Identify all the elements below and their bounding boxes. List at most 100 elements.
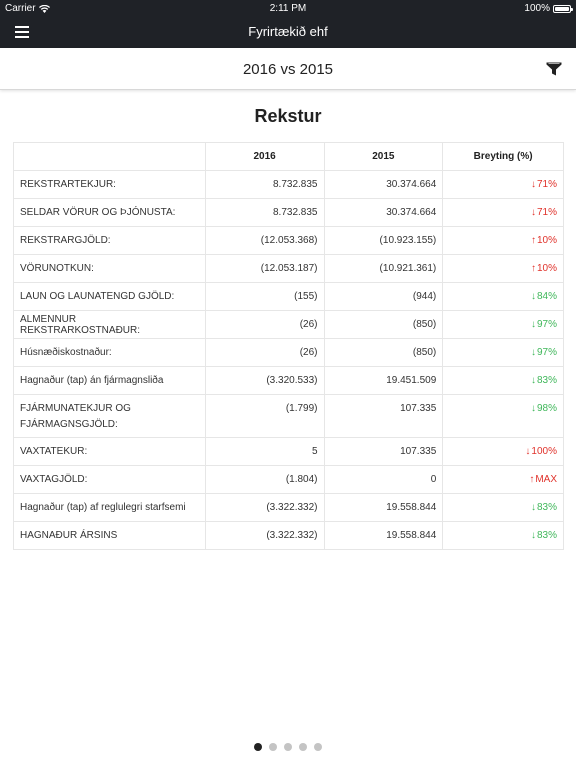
change-cell: ↓83% xyxy=(442,521,564,550)
status-bar: Carrier 2:11 PM 100% xyxy=(0,0,576,17)
arrow-down-icon: ↓ xyxy=(530,207,536,218)
row-label: REKSTRARGJÖLD: xyxy=(13,226,206,255)
change-value: 83% xyxy=(536,530,557,541)
arrow-up-icon: ↑ xyxy=(530,235,536,246)
value-2016: (155) xyxy=(204,282,325,311)
change-value: 83% xyxy=(536,502,557,513)
change-value: 84% xyxy=(536,291,557,302)
row-label: VÖRUNOTKUN: xyxy=(13,254,206,283)
change-value: 97% xyxy=(536,319,557,330)
change-value: 100% xyxy=(531,446,557,457)
arrow-down-icon: ↓ xyxy=(530,403,536,414)
hamburger-menu-icon[interactable] xyxy=(15,26,29,38)
row-label: Hagnaður (tap) af reglulegri starfsemi xyxy=(13,493,206,522)
change-cell: ↓83% xyxy=(442,493,564,522)
navigation-bar: Fyrirtækið ehf xyxy=(0,17,576,48)
arrow-down-icon: ↓ xyxy=(530,291,536,302)
value-2016: (26) xyxy=(204,338,325,367)
row-label: ALMENNUR REKSTRARKOSTNAÐUR: xyxy=(13,310,206,339)
header-2015: 2015 xyxy=(323,142,444,171)
page-dot[interactable] xyxy=(269,743,277,751)
change-value: 98% xyxy=(536,403,557,414)
value-2015: 19.558.844 xyxy=(323,521,444,550)
change-value: MAX xyxy=(535,474,557,485)
change-value: 83% xyxy=(536,375,557,386)
change-cell: ↑MAX xyxy=(442,465,564,494)
table-row: ALMENNUR REKSTRARKOSTNAÐUR: (26) (850) ↓97% xyxy=(13,310,564,339)
arrow-down-icon: ↓ xyxy=(530,319,536,330)
row-label: SELDAR VÖRUR OG ÞJÓNUSTA: xyxy=(13,198,206,227)
arrow-down-icon: ↓ xyxy=(530,502,536,513)
change-cell: ↓83% xyxy=(442,366,564,395)
value-2015: (10.923.155) xyxy=(323,226,444,255)
table-row: VAXTAGJÖLD: (1.804) 0 ↑MAX xyxy=(13,465,564,494)
arrow-up-icon: ↑ xyxy=(529,474,535,485)
arrow-down-icon: ↓ xyxy=(530,347,536,358)
change-cell: ↓71% xyxy=(442,198,564,227)
value-2015: (850) xyxy=(323,310,444,339)
change-value: 71% xyxy=(536,179,557,190)
arrow-down-icon: ↓ xyxy=(530,530,536,541)
section-title: Rekstur xyxy=(254,106,322,126)
table-row: Hagnaður (tap) af reglulegri starfsemi (3… xyxy=(13,493,564,522)
table-header-row: 2016 2015 Breyting (%) xyxy=(13,142,564,171)
value-2015: (944) xyxy=(323,282,444,311)
status-time: 2:11 PM xyxy=(269,3,307,14)
battery-icon xyxy=(553,4,573,13)
table-row: SELDAR VÖRUR OG ÞJÓNUSTA: 8.732.835 30.374… xyxy=(13,198,564,227)
company-title: Fyrirtækið ehf xyxy=(248,24,328,39)
change-value: 71% xyxy=(536,207,557,218)
row-label: FJÁRMUNATEKJUR OG FJÁRMAGNSGJÖLD: xyxy=(13,394,206,438)
row-label: VAXTATEKUR: xyxy=(13,437,206,466)
value-2016: (26) xyxy=(204,310,325,339)
page-dot[interactable] xyxy=(254,743,262,751)
change-cell: ↓97% xyxy=(442,338,564,367)
value-2016: (3.320.533) xyxy=(204,366,325,395)
page-dot[interactable] xyxy=(314,743,322,751)
page-dot[interactable] xyxy=(284,743,292,751)
row-label: Húsnæðiskostnaður: xyxy=(13,338,206,367)
value-2015: 19.558.844 xyxy=(323,493,444,522)
value-2016: (3.322.332) xyxy=(204,493,325,522)
row-label: REKSTRARTEKJUR: xyxy=(13,170,206,199)
income-statement-table: 2016 2015 Breyting (%) REKSTRARTEKJUR: 8.… xyxy=(13,142,564,550)
value-2016: 5 xyxy=(204,437,325,466)
row-label: VAXTAGJÖLD: xyxy=(13,465,206,494)
change-cell: ↓100% xyxy=(442,437,564,466)
value-2015: (10.921.361) xyxy=(323,254,444,283)
page-dot[interactable] xyxy=(299,743,307,751)
wifi-icon xyxy=(38,4,50,13)
battery-status: 100% xyxy=(524,3,573,14)
value-2015: (850) xyxy=(323,338,444,367)
value-2016: (1.799) xyxy=(204,394,325,438)
carrier-label: Carrier xyxy=(5,3,36,14)
carrier-info: Carrier xyxy=(5,3,50,14)
value-2015: 30.374.664 xyxy=(323,198,444,227)
arrow-down-icon: ↓ xyxy=(530,179,536,190)
change-cell: ↑10% xyxy=(442,254,564,283)
table-row: REKSTRARTEKJUR: 8.732.835 30.374.664 ↓71% xyxy=(13,170,564,199)
filter-funnel-icon[interactable] xyxy=(546,62,562,76)
change-value: 97% xyxy=(536,347,557,358)
change-cell: ↓98% xyxy=(442,394,564,438)
value-2016: (1.804) xyxy=(204,465,325,494)
table-row: REKSTRARGJÖLD: (12.053.368) (10.923.155) ↑1… xyxy=(13,226,564,255)
arrow-down-icon: ↓ xyxy=(530,375,536,386)
header-label xyxy=(13,142,206,171)
header-2016: 2016 xyxy=(204,142,325,171)
value-2016: (3.322.332) xyxy=(204,521,325,550)
change-value: 10% xyxy=(536,263,557,274)
value-2016: (12.053.187) xyxy=(204,254,325,283)
value-2015: 107.335 xyxy=(323,394,444,438)
value-2016: 8.732.835 xyxy=(204,170,325,199)
value-2016: (12.053.368) xyxy=(204,226,325,255)
table-row: HAGNAÐUR ÁRSINS (3.322.332) 19.558.844 ↓83% xyxy=(13,521,564,550)
page-indicator xyxy=(0,743,576,751)
change-cell: ↓97% xyxy=(442,310,564,339)
row-label: HAGNAÐUR ÁRSINS xyxy=(13,521,206,550)
change-cell: ↑10% xyxy=(442,226,564,255)
value-2015: 107.335 xyxy=(323,437,444,466)
table-row: Húsnæðiskostnaður: (26) (850) ↓97% xyxy=(13,338,564,367)
arrow-down-icon: ↓ xyxy=(525,446,531,457)
value-2015: 19.451.509 xyxy=(323,366,444,395)
